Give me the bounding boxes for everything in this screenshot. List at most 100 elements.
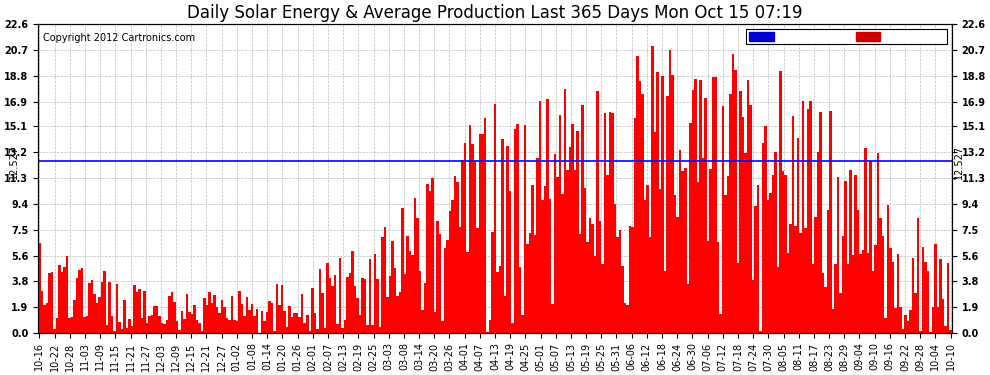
Bar — [111, 316, 113, 333]
Bar — [68, 318, 70, 333]
Bar — [451, 200, 453, 333]
Bar — [553, 154, 556, 333]
Bar — [782, 171, 784, 333]
Bar — [511, 323, 514, 333]
Bar — [504, 296, 506, 333]
Bar — [889, 249, 892, 333]
Bar — [654, 132, 656, 333]
Bar — [612, 113, 614, 333]
Bar — [193, 305, 196, 333]
Bar — [434, 312, 437, 333]
Bar — [453, 176, 456, 333]
Bar — [391, 241, 394, 333]
Bar — [429, 191, 432, 333]
Bar — [666, 96, 669, 333]
Bar — [884, 318, 887, 333]
Bar — [584, 188, 586, 333]
Bar — [546, 99, 548, 333]
Bar — [832, 309, 835, 333]
Bar — [53, 329, 55, 333]
Bar — [749, 105, 751, 333]
Bar — [41, 291, 44, 333]
Bar — [363, 279, 366, 333]
Bar — [740, 91, 742, 333]
Bar — [329, 278, 331, 333]
Bar — [681, 171, 684, 333]
Bar — [522, 315, 524, 333]
Bar — [121, 328, 123, 333]
Bar — [619, 230, 622, 333]
Bar — [676, 217, 679, 333]
Bar — [802, 101, 804, 333]
Bar — [776, 267, 779, 333]
Bar — [416, 218, 419, 333]
Bar — [792, 116, 794, 333]
Bar — [882, 236, 884, 333]
Bar — [126, 328, 129, 333]
Bar — [98, 297, 101, 333]
Bar — [935, 244, 937, 333]
Bar — [519, 267, 522, 333]
Bar — [569, 147, 571, 333]
Bar — [319, 269, 321, 333]
Bar — [646, 185, 649, 333]
Bar — [361, 278, 363, 333]
Bar — [58, 265, 60, 333]
Bar — [344, 320, 346, 333]
Bar — [514, 129, 516, 333]
Bar — [75, 278, 78, 333]
Bar — [840, 293, 842, 333]
Bar — [203, 298, 206, 333]
Bar — [506, 146, 509, 333]
Bar — [276, 284, 278, 333]
Bar — [637, 56, 639, 333]
Bar — [861, 250, 864, 333]
Bar — [699, 80, 702, 333]
Bar — [150, 315, 153, 333]
Bar — [937, 307, 940, 333]
Bar — [774, 152, 776, 333]
Bar — [634, 118, 637, 333]
Bar — [248, 310, 250, 333]
Bar — [83, 317, 86, 333]
Bar — [579, 234, 581, 333]
Bar — [463, 143, 466, 333]
Bar — [779, 71, 782, 333]
Bar — [927, 272, 930, 333]
Bar — [158, 316, 160, 333]
Bar — [941, 299, 944, 333]
Bar — [499, 266, 501, 333]
Bar — [356, 298, 358, 333]
Bar — [288, 306, 291, 333]
Bar — [732, 54, 734, 333]
Bar — [437, 221, 439, 333]
Bar — [694, 79, 697, 333]
Bar — [859, 254, 861, 333]
Bar — [271, 303, 273, 333]
Bar — [239, 291, 241, 333]
Bar — [689, 123, 691, 333]
Bar — [414, 198, 416, 333]
Bar — [797, 138, 799, 333]
Bar — [624, 303, 627, 333]
Bar — [214, 295, 216, 333]
Bar — [336, 324, 339, 333]
Bar — [236, 321, 239, 333]
Bar — [306, 315, 309, 333]
Bar — [246, 297, 248, 333]
Bar — [548, 200, 551, 333]
Bar — [113, 331, 116, 333]
Bar — [411, 255, 414, 333]
Bar — [231, 296, 234, 333]
Bar — [764, 126, 766, 333]
Bar — [176, 321, 178, 333]
Bar — [198, 323, 201, 333]
Bar — [742, 117, 744, 333]
Bar — [949, 330, 951, 333]
Bar — [656, 72, 659, 333]
Bar — [756, 185, 759, 333]
Bar — [93, 294, 96, 333]
Bar — [136, 292, 139, 333]
Bar — [842, 236, 844, 333]
Bar — [904, 315, 907, 333]
